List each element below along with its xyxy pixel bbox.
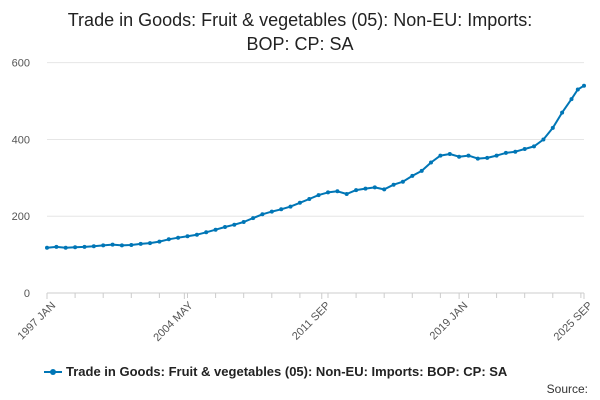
data-point[interactable] [194, 232, 199, 237]
data-point[interactable] [429, 160, 433, 165]
grid-lines [47, 62, 584, 217]
data-point[interactable] [138, 241, 143, 246]
data-point[interactable] [288, 204, 293, 209]
data-point[interactable] [260, 212, 265, 217]
data-point[interactable] [494, 153, 499, 158]
data-point[interactable] [63, 245, 68, 250]
data-point[interactable] [129, 243, 134, 247]
data-point[interactable] [532, 144, 536, 149]
y-tick-label: 0 [24, 288, 30, 300]
x-axis: 1997 JAN 2004 MAY 2011 SEP 2019 JAN 2025 SEP [16, 292, 596, 344]
y-tick-label: 400 [12, 134, 30, 146]
data-point[interactable] [91, 244, 96, 249]
data-point[interactable] [148, 241, 152, 246]
chart-title-line-2: BOP: CP: SA [246, 34, 354, 54]
data-point[interactable] [232, 222, 237, 227]
data-point[interactable] [316, 193, 321, 198]
data-point[interactable] [447, 152, 452, 156]
legend-label: Trade in Goods: Fruit & vegetables (05):… [66, 364, 508, 379]
data-point[interactable] [110, 242, 115, 247]
data-point[interactable] [54, 244, 59, 249]
x-tick-label: 2025 SEP [552, 300, 596, 344]
data-point[interactable] [251, 216, 256, 221]
data-point[interactable] [279, 207, 284, 212]
chart-title: Trade in Goods: Fruit & vegetables (05):… [20, 8, 580, 56]
data-point[interactable] [575, 87, 580, 92]
data-point[interactable] [513, 149, 518, 154]
series-line[interactable] [46, 84, 585, 249]
data-point[interactable] [457, 154, 462, 159]
data-point[interactable] [269, 209, 274, 214]
data-point[interactable] [213, 227, 218, 232]
data-point[interactable] [475, 156, 480, 161]
data-point[interactable] [503, 150, 508, 155]
data-point[interactable] [522, 147, 527, 151]
data-point[interactable] [354, 188, 359, 193]
data-point[interactable] [344, 192, 349, 196]
data-point[interactable] [241, 220, 246, 224]
x-tick-label: 2019 JAN [428, 300, 471, 343]
data-point[interactable] [372, 185, 377, 190]
data-point[interactable] [438, 153, 443, 158]
data-point[interactable] [204, 230, 209, 235]
y-axis: 0 200 400 600 [12, 58, 30, 300]
data-point[interactable] [119, 243, 124, 248]
x-tick-label: 2004 MAY [151, 299, 196, 344]
data-point[interactable] [176, 235, 181, 240]
data-point[interactable] [419, 168, 424, 173]
data-point[interactable] [166, 237, 171, 242]
data-point[interactable] [560, 110, 565, 115]
x-tick-label: 1997 JAN [16, 300, 59, 343]
data-point[interactable] [101, 243, 106, 248]
data-point[interactable] [326, 190, 330, 195]
data-point[interactable] [82, 244, 87, 249]
data-point[interactable] [410, 173, 415, 178]
data-point[interactable] [363, 186, 368, 191]
data-point[interactable] [73, 245, 78, 250]
data-point[interactable] [223, 225, 227, 229]
data-point[interactable] [569, 97, 574, 102]
legend[interactable]: Trade in Goods: Fruit & vegetables (05):… [44, 364, 507, 379]
data-point[interactable] [185, 234, 190, 239]
y-tick-label: 600 [12, 58, 30, 70]
data-point[interactable] [45, 245, 49, 250]
y-tick-label: 200 [12, 211, 30, 223]
data-point[interactable] [335, 189, 340, 194]
source-label: Source: [546, 382, 588, 396]
data-point[interactable] [550, 125, 555, 130]
data-point[interactable] [582, 83, 586, 88]
data-point[interactable] [541, 137, 546, 142]
x-tick-label: 2011 SEP [290, 300, 333, 343]
data-point[interactable] [307, 197, 312, 201]
chart-title-line-1: Trade in Goods: Fruit & vegetables (05):… [67, 10, 533, 30]
data-point[interactable] [466, 153, 471, 158]
data-point[interactable] [382, 187, 387, 192]
series-layer [45, 83, 586, 250]
data-point[interactable] [485, 155, 490, 160]
data-point[interactable] [391, 182, 396, 187]
data-point[interactable] [400, 179, 405, 184]
legend-swatch [44, 367, 62, 377]
data-point[interactable] [157, 239, 162, 244]
data-point[interactable] [297, 200, 302, 205]
